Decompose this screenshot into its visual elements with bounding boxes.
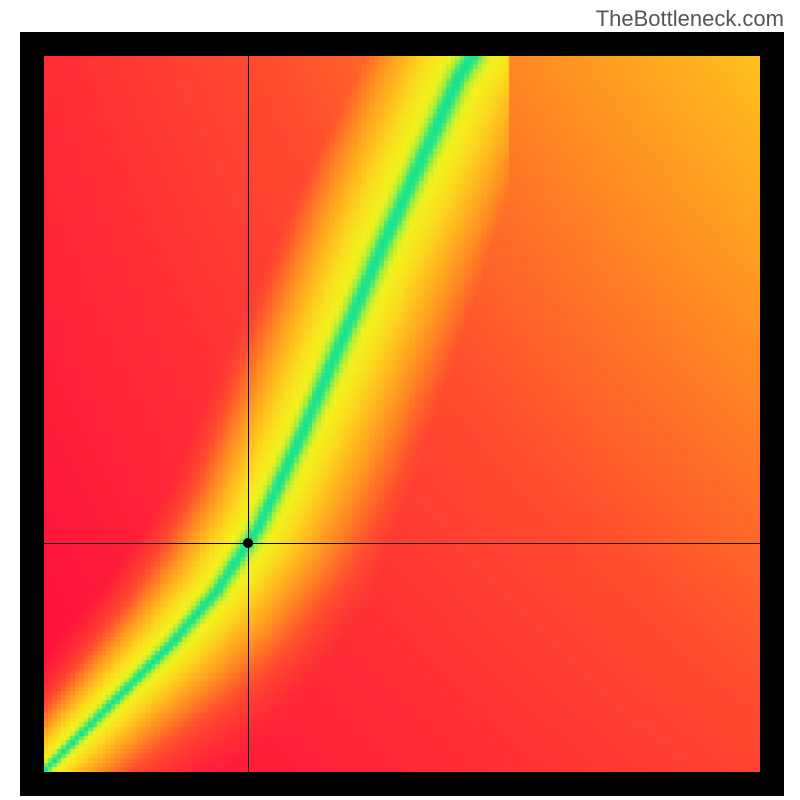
plot-area <box>44 56 760 772</box>
chart-container: TheBottleneck.com <box>0 0 800 800</box>
plot-frame <box>20 32 784 796</box>
attribution-text: TheBottleneck.com <box>596 6 784 32</box>
heatmap-canvas <box>44 56 760 772</box>
marker-point <box>243 538 253 548</box>
crosshair-vertical <box>248 56 249 772</box>
crosshair-horizontal <box>44 543 760 544</box>
